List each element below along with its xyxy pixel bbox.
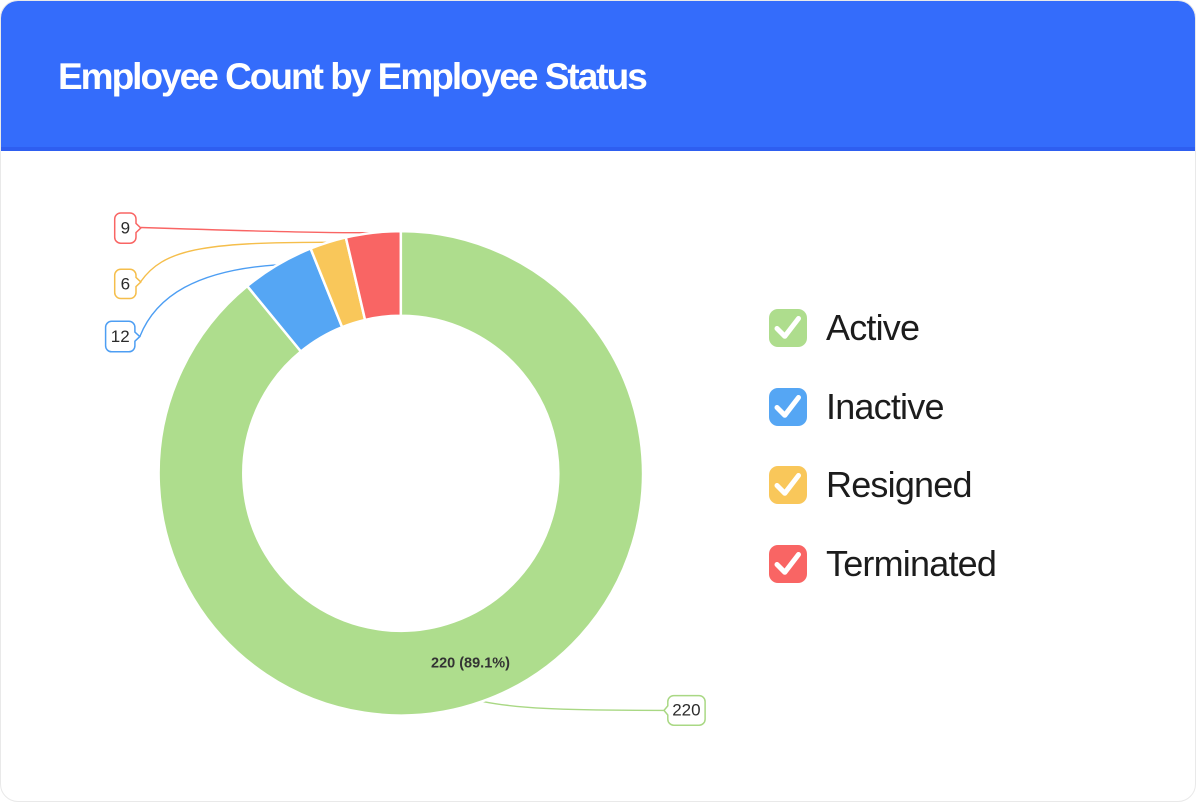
svg-text:220: 220 <box>672 701 700 720</box>
svg-text:12: 12 <box>111 327 130 346</box>
svg-text:9: 9 <box>121 219 130 238</box>
svg-text:220 (89.1%): 220 (89.1%) <box>431 656 510 672</box>
svg-text:6: 6 <box>121 274 130 293</box>
